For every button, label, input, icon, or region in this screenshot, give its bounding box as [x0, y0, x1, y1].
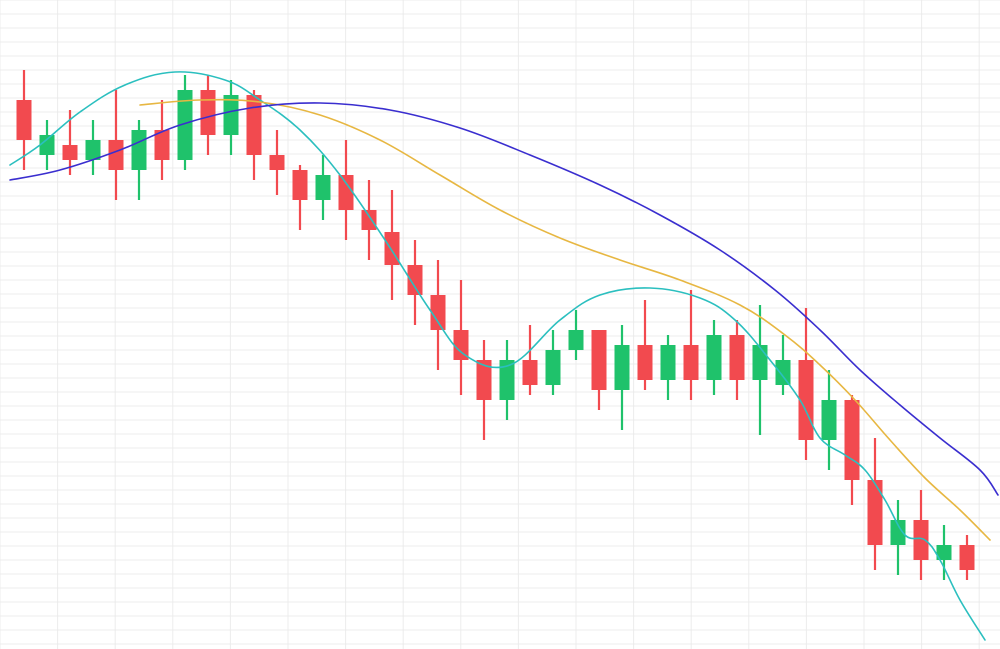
candle-down: [845, 400, 860, 480]
candle-down: [201, 90, 216, 135]
candle-down: [362, 210, 377, 230]
candle-up: [546, 350, 561, 385]
candle-down: [638, 345, 653, 380]
candle-down: [431, 295, 446, 330]
candle-down: [247, 95, 262, 155]
candle-up: [661, 345, 676, 380]
candle-down: [730, 335, 745, 380]
candlestick-chart: [0, 0, 1000, 649]
candle-up: [615, 345, 630, 390]
candle-up: [40, 135, 55, 155]
candle-down: [339, 175, 354, 210]
candle-down: [592, 330, 607, 390]
candle-up: [753, 345, 768, 380]
candle-up: [822, 400, 837, 440]
candle-up: [86, 140, 101, 160]
candle-down: [109, 140, 124, 170]
candle-up: [776, 360, 791, 385]
candle-down: [868, 480, 883, 545]
candle-up: [316, 175, 331, 200]
candle-down: [63, 145, 78, 160]
candle-up: [707, 335, 722, 380]
candle-down: [960, 545, 975, 570]
candle-down: [293, 170, 308, 200]
candle-down: [270, 155, 285, 170]
candle-up: [224, 95, 239, 135]
candle-up: [569, 330, 584, 350]
chart-canvas: [0, 0, 1000, 649]
candle-down: [523, 360, 538, 385]
candle-down: [684, 345, 699, 380]
candle-down: [17, 100, 32, 140]
candle-up: [132, 130, 147, 170]
chart-background: [0, 0, 1000, 649]
